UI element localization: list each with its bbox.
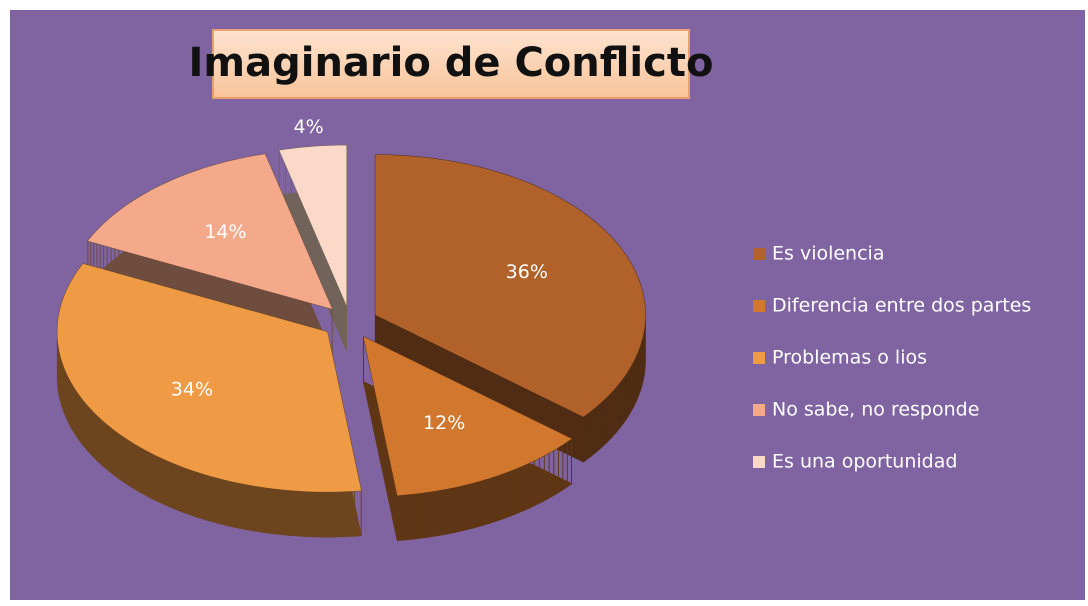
- legend-label: Diferencia entre dos partes: [772, 295, 1031, 317]
- legend-label: Problemas o lios: [772, 347, 927, 369]
- title-box: [212, 29, 690, 99]
- legend-swatch: [753, 456, 765, 468]
- legend-swatch: [753, 352, 765, 364]
- slice: [87, 154, 333, 310]
- legend-label: Es violencia: [772, 243, 884, 265]
- data-label: 4%: [294, 116, 324, 138]
- slice: [279, 145, 347, 306]
- legend: Es violencia Diferencia entre dos partes P…: [753, 243, 1031, 473]
- legend-label: No sabe, no responde: [772, 399, 979, 421]
- legend-swatch: [753, 300, 765, 312]
- slice: [375, 154, 646, 417]
- legend-swatch: [753, 248, 765, 260]
- data-label: 12%: [423, 412, 465, 434]
- legend-swatch: [753, 404, 765, 416]
- legend-label: Es una oportunidad: [772, 451, 957, 473]
- pie: 36% 12% 34% 14% 4%: [56, 116, 646, 542]
- data-label: 34%: [171, 379, 213, 401]
- data-label: 14%: [204, 221, 246, 243]
- chart-title: Imaginario de Conflicto: [189, 40, 714, 86]
- slice: [363, 336, 572, 496]
- data-label: 36%: [506, 261, 548, 283]
- slice: [57, 263, 362, 492]
